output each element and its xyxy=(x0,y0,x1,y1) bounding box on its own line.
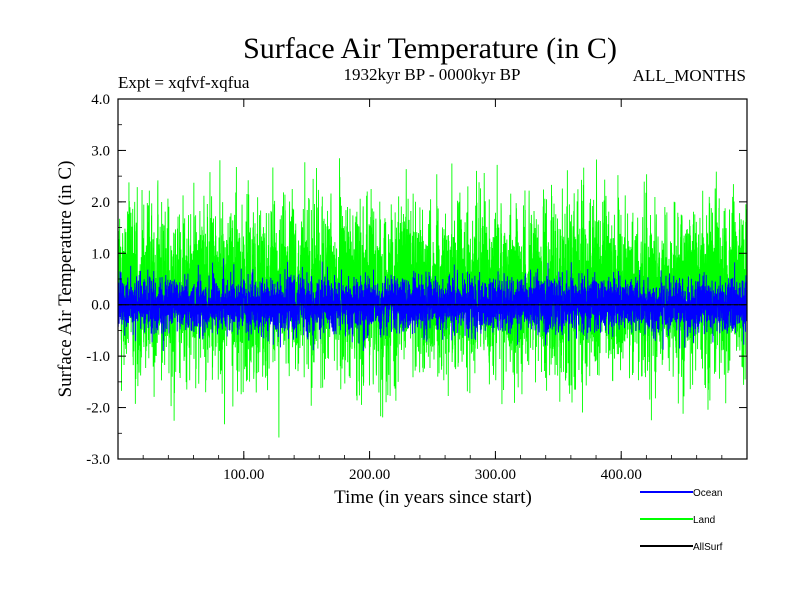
x-tick-label: 300.00 xyxy=(475,467,516,483)
chart-title: Surface Air Temperature (in C) xyxy=(243,32,617,65)
experiment-label: Expt = xqfvf-xqfua xyxy=(118,73,250,92)
x-tick-label: 400.00 xyxy=(601,467,642,483)
legend: Ocean Land AllSurf xyxy=(640,488,723,553)
y-axis-label: Surface Air Temperature (in C) xyxy=(55,161,76,398)
legend-label-allsurf: AllSurf xyxy=(693,542,723,553)
y-tick-label: 1.0 xyxy=(91,246,110,262)
months-label: ALL_MONTHS xyxy=(633,66,746,85)
x-tick-label: 200.00 xyxy=(349,467,390,483)
legend-label-land: Land xyxy=(693,515,715,526)
y-tick-label: -1.0 xyxy=(86,349,110,365)
legend-label-ocean: Ocean xyxy=(693,488,722,499)
y-tick-label: 0.0 xyxy=(91,298,110,314)
x-tick-label: 100.00 xyxy=(223,467,264,483)
y-tick-label: 4.0 xyxy=(91,92,110,108)
x-axis-label: Time (in years since start) xyxy=(334,487,532,508)
plot-area: -3.0 -2.0 -1.0 0.0 1.0 2.0 3.0 4.0 100.00 200.00 3… xyxy=(86,92,748,483)
series-line-ocean xyxy=(117,258,748,352)
period-label: 1932kyr BP - 0000kyr BP xyxy=(344,65,521,84)
y-tick-label: 2.0 xyxy=(91,195,110,211)
y-tick-label: 3.0 xyxy=(91,143,110,159)
y-tick-label: -3.0 xyxy=(86,452,110,468)
y-tick-label: -2.0 xyxy=(86,401,110,417)
